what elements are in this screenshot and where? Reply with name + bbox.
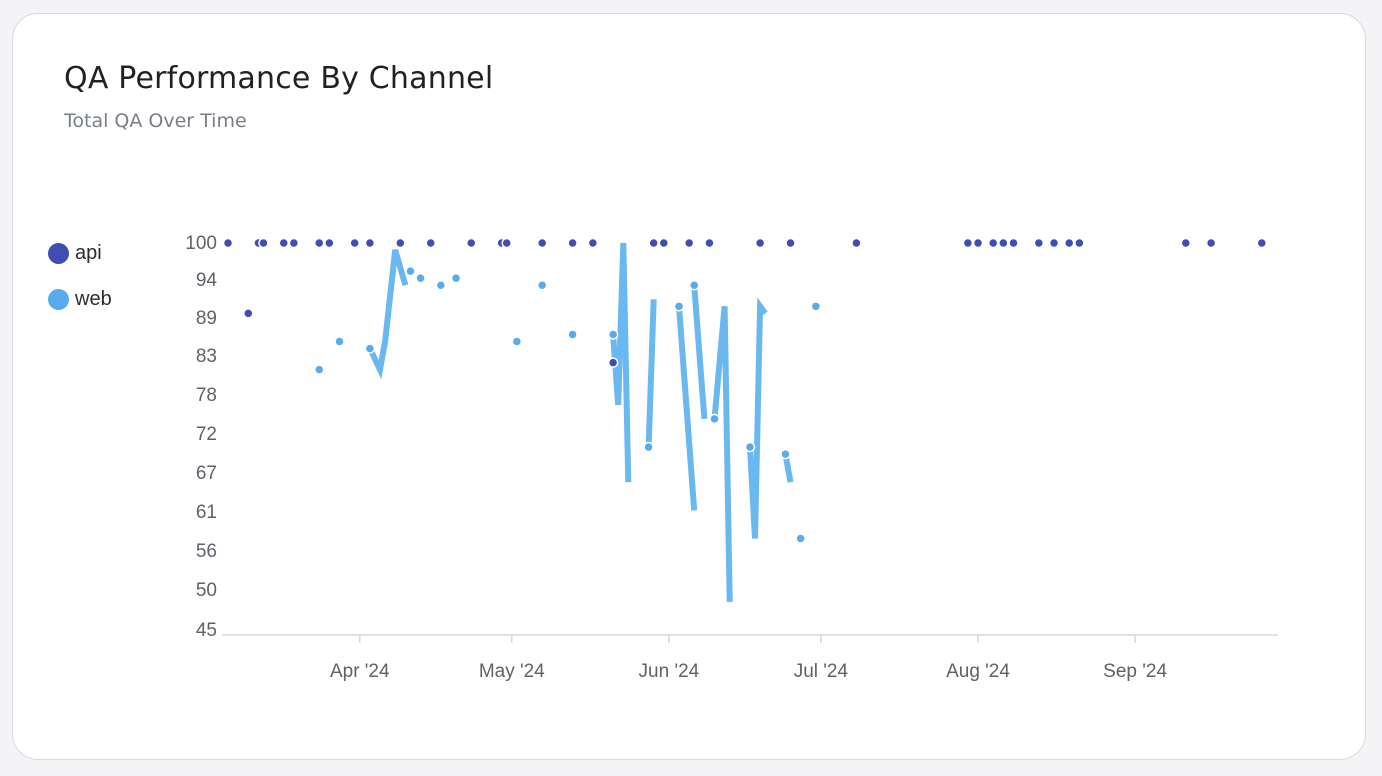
api-data-point: [364, 237, 376, 249]
web-data-point: [364, 343, 376, 354]
web-data-point: [511, 336, 523, 347]
api-data-point: [658, 237, 670, 249]
web-series-line: [610, 242, 632, 483]
y-tick-label: 94: [196, 270, 218, 291]
web-series-line: [691, 284, 708, 420]
y-tick-label: 45: [196, 620, 217, 641]
api-data-point: [1063, 237, 1075, 249]
api-data-point: [349, 237, 360, 249]
legend-swatch-web: [48, 288, 69, 310]
api-data-point: [587, 237, 599, 249]
y-tick-label: 72: [196, 424, 217, 445]
legend-swatch-api: [48, 242, 69, 264]
api-data-point: [465, 237, 477, 249]
web-data-point: [780, 448, 791, 460]
api-data-point: [972, 237, 984, 249]
api-data-point: [258, 237, 269, 249]
chart-title: QA Performance By Channel: [64, 61, 494, 96]
api-data-point: [324, 237, 335, 249]
api-data-point: [1033, 237, 1045, 249]
api-data-point: [278, 237, 289, 249]
api-data-point: [962, 237, 974, 249]
web-data-point: [567, 329, 578, 340]
web-series-line: [367, 249, 409, 380]
api-data-point: [1205, 237, 1217, 249]
web-data-point: [435, 279, 447, 291]
x-tick-label: May '24: [479, 661, 545, 682]
x-tick-label: Aug '24: [946, 661, 1010, 682]
api-data-point: [1008, 237, 1019, 249]
api-data-point: [987, 237, 999, 249]
chart-subtitle: Total QA Over Time: [64, 110, 247, 132]
api-data-point: [501, 237, 512, 249]
web-series-line: [711, 306, 733, 602]
y-tick-label: 50: [196, 580, 217, 601]
api-data-point: [754, 237, 766, 249]
api-data-point: [1180, 237, 1192, 249]
y-tick-label: 78: [196, 385, 217, 406]
api-data-point: [395, 237, 406, 249]
web-data-point: [450, 272, 462, 284]
chart-legend: api web: [48, 230, 112, 322]
web-data-point: [643, 441, 654, 453]
api-data-point: [313, 237, 325, 249]
api-data-point: [851, 237, 862, 249]
y-tick-label: 83: [196, 346, 217, 367]
legend-item-api[interactable]: api: [48, 230, 112, 276]
api-data-point: [683, 237, 695, 249]
web-data-point: [536, 279, 548, 291]
legend-label-api: api: [75, 241, 102, 264]
api-data-point: [785, 237, 796, 249]
web-data-point: [795, 533, 806, 544]
legend-label-web: web: [75, 287, 112, 310]
legend-item-web[interactable]: web: [48, 276, 112, 322]
web-series-line: [747, 297, 768, 539]
y-tick-label: 89: [196, 308, 217, 329]
y-tick-label: 67: [196, 463, 217, 484]
web-data-point: [607, 329, 619, 340]
x-tick-label: Jun '24: [639, 661, 700, 682]
web-data-point: [313, 364, 325, 375]
x-tick-label: Jul '24: [794, 661, 849, 682]
api-data-point: [607, 357, 619, 368]
x-tick-label: Apr '24: [330, 661, 390, 682]
web-data-point: [334, 336, 345, 347]
web-series-line: [676, 306, 698, 511]
web-data-point: [744, 441, 756, 453]
api-data-point: [567, 237, 578, 249]
api-data-point: [1074, 237, 1085, 249]
y-tick-label: 61: [196, 502, 217, 523]
api-data-point: [536, 237, 548, 249]
web-data-point: [673, 301, 685, 312]
web-data-point: [405, 265, 416, 277]
api-data-point: [1256, 237, 1268, 249]
x-tick-label: Sep '24: [1103, 661, 1167, 682]
api-data-point: [998, 237, 1009, 249]
api-data-point: [1048, 237, 1060, 249]
y-tick-label: 100: [185, 233, 217, 254]
web-data-point: [688, 279, 700, 291]
web-data-point: [415, 272, 426, 284]
api-data-point: [288, 237, 300, 249]
web-data-point: [709, 413, 720, 425]
api-data-point: [425, 237, 436, 249]
web-series-line: [645, 299, 657, 448]
api-data-point: [648, 237, 659, 249]
api-data-point: [704, 237, 715, 249]
y-tick-label: 56: [196, 541, 217, 562]
api-data-point: [243, 308, 254, 319]
web-data-point: [810, 301, 822, 312]
api-data-point: [222, 237, 234, 249]
